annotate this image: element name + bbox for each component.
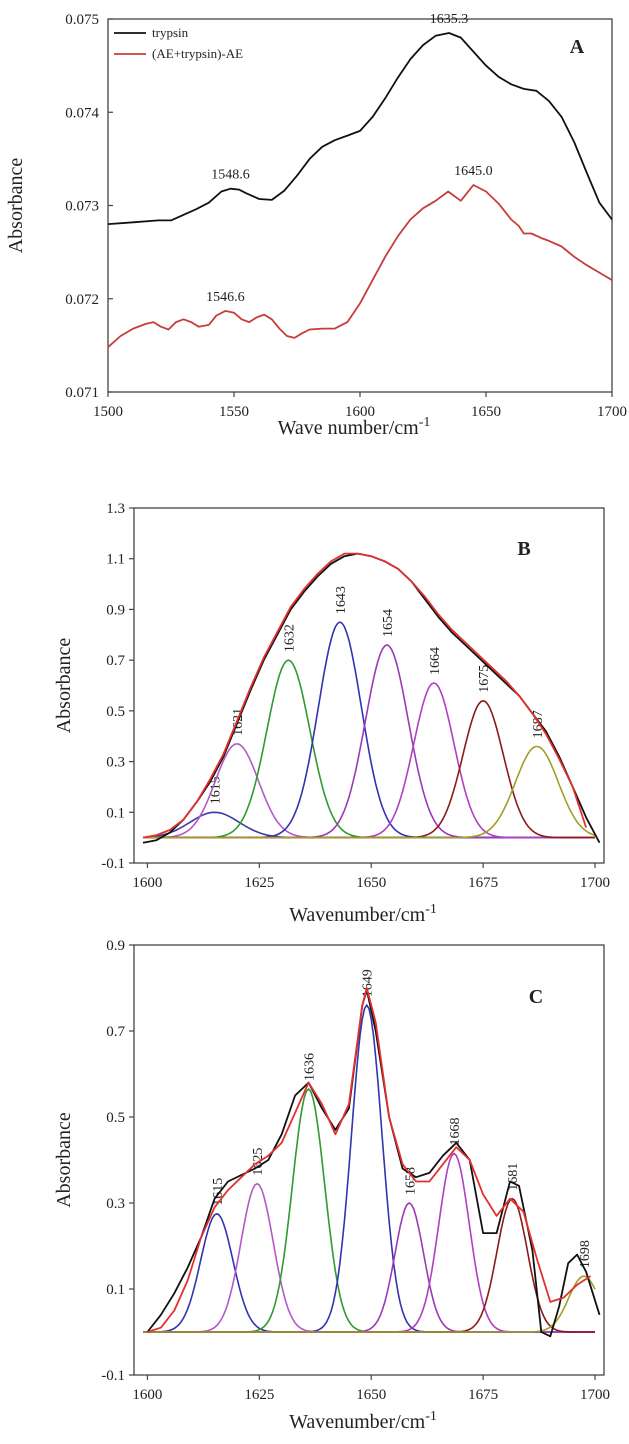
x-tick-label: 1600 xyxy=(132,1387,162,1403)
x-tick-label: 1650 xyxy=(356,1387,386,1403)
band-label-1675: 1675 xyxy=(477,665,492,693)
y-tick-label: 0.3 xyxy=(106,1196,125,1212)
panel-letter: C xyxy=(529,986,543,1008)
y-tick-label: 0.075 xyxy=(65,12,99,28)
peak-label: 1546.6 xyxy=(206,290,245,305)
x-tick-label: 1600 xyxy=(132,875,162,891)
x-tick-label: 1675 xyxy=(468,875,498,891)
fitted-band-1675 xyxy=(143,699,595,839)
peak-label: 1635.3 xyxy=(430,12,469,27)
band-label-1658: 1658 xyxy=(403,1167,418,1195)
panel-letter: A xyxy=(570,36,585,58)
y-tick-label: 1.1 xyxy=(106,552,125,568)
peak-label: 1548.6 xyxy=(211,168,250,183)
x-tick-label: 1700 xyxy=(580,875,610,891)
fitted-band-1649 xyxy=(143,1003,595,1333)
band-label-1643: 1643 xyxy=(334,586,349,614)
y-tick-label: 0.9 xyxy=(106,602,125,618)
y-tick-label: 1.3 xyxy=(106,501,125,517)
x-tick-label: 1700 xyxy=(597,404,627,420)
y-tick-label: 0.1 xyxy=(106,805,125,821)
chart-panel-c: 1600 1625 1650 1675 1700 -0.1 0.1 0.3 0.5 0.7 0.9 A… xyxy=(53,938,610,1433)
x-tick-label: 1625 xyxy=(244,1387,274,1403)
fitted-band-1687 xyxy=(143,745,596,839)
band-label-1615: 1615 xyxy=(209,776,224,804)
y-tick-label: 0.5 xyxy=(106,704,125,720)
plot-frame xyxy=(133,944,605,1376)
fitted-band-1615 xyxy=(143,1212,595,1333)
x-tick-label: 1625 xyxy=(244,875,274,891)
series-line-1 xyxy=(107,184,613,348)
x-tick-label: 1675 xyxy=(468,1387,498,1403)
x-tick-label: 1550 xyxy=(219,404,249,420)
y-tick-label: -0.1 xyxy=(101,856,125,872)
band-label-1668: 1668 xyxy=(448,1118,463,1146)
legend: trypsin (AE+trypsin)-AE xyxy=(114,25,243,61)
plot-frame xyxy=(107,18,613,393)
series-line-1 xyxy=(147,987,592,1333)
series-line-1 xyxy=(142,552,587,839)
x-tick-label: 1500 xyxy=(93,404,123,420)
y-tick-label: 0.073 xyxy=(65,199,99,215)
y-tick-label: -0.1 xyxy=(101,1368,125,1384)
x-tick-label: 1650 xyxy=(471,404,501,420)
y-tick-label: 0.3 xyxy=(106,755,125,771)
fitted-band-1698 xyxy=(143,1275,596,1333)
y-tick-label: 0.7 xyxy=(106,1024,125,1040)
band-label-1649: 1649 xyxy=(361,969,376,997)
x-axis-label: Wave number/cm-1 xyxy=(278,415,431,439)
x-axis-label: Wavenumber/cm-1 xyxy=(289,902,437,926)
y-tick-label: 0.9 xyxy=(106,938,125,954)
x-tick-label: 1650 xyxy=(356,875,386,891)
panel-letter: B xyxy=(517,538,530,560)
y-tick-label: 0.072 xyxy=(65,292,99,308)
y-tick-label: 0.7 xyxy=(106,653,125,669)
y-tick-label: 0.074 xyxy=(65,105,99,121)
y-axis-label: Absorbance xyxy=(53,638,75,734)
x-tick-label: 1700 xyxy=(580,1387,610,1403)
x-tick-label: 1600 xyxy=(345,404,375,420)
peak-label: 1645.0 xyxy=(454,164,493,179)
y-tick-label: 0.071 xyxy=(65,385,99,401)
band-label-1698: 1698 xyxy=(578,1240,593,1268)
legend-label: trypsin xyxy=(152,25,189,40)
plot-frame xyxy=(133,507,605,864)
y-axis-label: Absorbance xyxy=(5,158,27,254)
band-label-1632: 1632 xyxy=(282,624,297,652)
x-axis-label: Wavenumber/cm-1 xyxy=(289,1409,437,1433)
legend-label: (AE+trypsin)-AE xyxy=(152,46,243,61)
chart-panel-b: 1600 1625 1650 1675 1700 -0.1 0.1 0.3 0.5 0.7 0.9 1… xyxy=(53,501,610,926)
fitted-band-1621 xyxy=(143,742,595,839)
band-label-1654: 1654 xyxy=(381,609,396,637)
band-label-1636: 1636 xyxy=(303,1053,318,1081)
fitted-band-1654 xyxy=(143,644,595,839)
band-label-1664: 1664 xyxy=(428,647,443,675)
y-tick-label: 0.1 xyxy=(106,1282,125,1298)
series-line-0 xyxy=(107,32,613,225)
fitted-band-1681 xyxy=(143,1197,595,1333)
y-axis-label: Absorbance xyxy=(53,1112,75,1208)
chart-panel-a: 1500 1550 1600 1650 1700 0.071 0.072 0.073 0.074… xyxy=(5,12,627,439)
y-tick-label: 0.5 xyxy=(106,1110,125,1126)
